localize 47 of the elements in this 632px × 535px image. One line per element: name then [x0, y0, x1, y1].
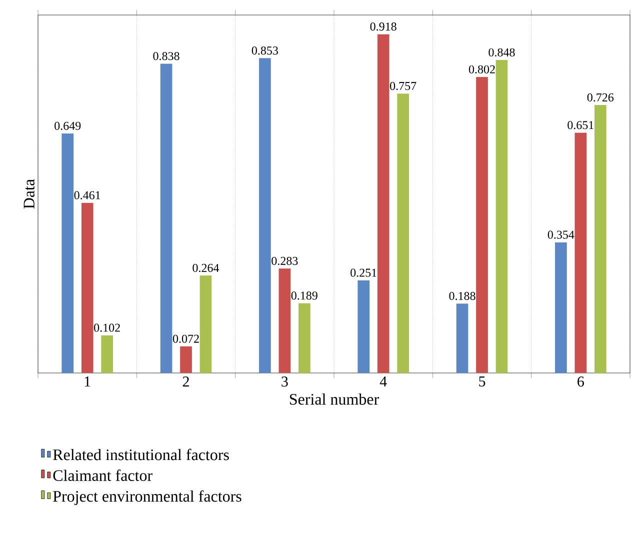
data-label: 0.283 [272, 256, 298, 266]
bar [81, 202, 94, 373]
y-axis-title: Data [24, 179, 34, 209]
bar [180, 346, 192, 373]
bar [397, 94, 409, 373]
bar [456, 304, 468, 373]
bar [377, 34, 390, 373]
x-tick-label: 3 [282, 376, 288, 387]
bar [358, 280, 370, 373]
bar [200, 276, 212, 373]
bar [62, 133, 74, 373]
bar [476, 77, 488, 373]
legend-label: Claimant factor [53, 470, 152, 481]
bar [555, 242, 567, 373]
data-label: 0.189 [291, 292, 318, 300]
x-tick-label: 6 [578, 376, 584, 387]
bar [298, 303, 310, 373]
bar [101, 335, 113, 373]
data-label: 0.461 [74, 191, 100, 200]
data-label: 0.757 [390, 82, 416, 90]
data-label: 0.918 [370, 22, 396, 31]
legend-label: Related institutional factors [53, 448, 229, 460]
bar [278, 268, 291, 373]
x-axis-title: Serial number [290, 393, 379, 405]
data-label: 0.853 [252, 46, 278, 55]
data-label: 0.188 [449, 292, 476, 300]
data-label: 0.848 [488, 48, 515, 56]
x-tick-label: 5 [479, 376, 486, 386]
data-label: 0.802 [468, 65, 495, 74]
data-label: 0.838 [153, 52, 180, 60]
legend-label: Project environmental factors [53, 490, 242, 505]
data-label: 0.649 [54, 122, 81, 130]
data-label: 0.354 [548, 230, 574, 239]
bar [496, 60, 508, 373]
data-label: 0.651 [568, 121, 594, 130]
data-label: 0.072 [172, 334, 199, 343]
data-label: 0.726 [587, 93, 614, 102]
bar [594, 105, 606, 373]
x-tick-label: 4 [380, 376, 387, 386]
bar [160, 64, 172, 373]
x-tick-label: 1 [84, 376, 90, 386]
data-label: 0.264 [192, 264, 220, 272]
x-tick-label: 2 [182, 376, 189, 386]
data-label: 0.251 [350, 268, 376, 277]
bar [574, 132, 587, 373]
data-label: 0.102 [94, 324, 120, 332]
bar [259, 58, 271, 373]
